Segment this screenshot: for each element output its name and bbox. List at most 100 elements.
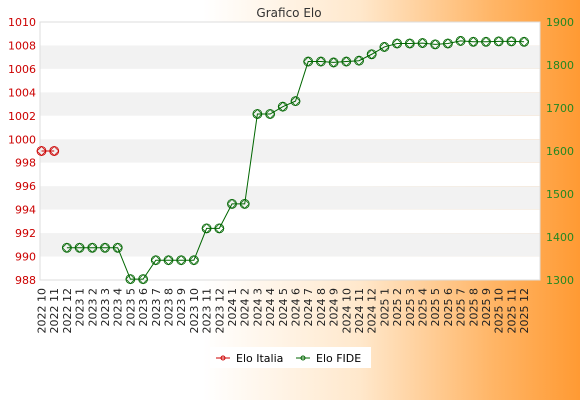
- y-left-tick-label: 1002: [8, 110, 36, 123]
- y-left-tick-label: 988: [15, 274, 36, 287]
- series-point: [201, 223, 212, 234]
- x-tick-label: 2023 8: [163, 288, 176, 327]
- x-tick-label: 2024 1: [226, 288, 239, 327]
- series-point: [290, 96, 301, 107]
- legend-label: Elo FIDE: [316, 352, 361, 365]
- series-point: [188, 255, 199, 266]
- series-point: [36, 146, 47, 156]
- legend-marker: [300, 355, 306, 361]
- y-left-tick-label: 998: [15, 157, 36, 170]
- series-point: [493, 36, 504, 47]
- x-tick-label: 2023 11: [201, 288, 214, 334]
- series-line: [66, 40, 525, 280]
- legend: Elo Italia Elo FIDE: [210, 347, 371, 368]
- legend-marker: [220, 355, 226, 361]
- x-tick-label: 2023 9: [175, 288, 188, 327]
- chart-title: Grafico Elo: [256, 6, 321, 20]
- series-point: [277, 101, 288, 112]
- x-tick-label: 2025 12: [518, 288, 531, 334]
- series-point: [468, 36, 479, 47]
- x-tick-label: 2024 11: [353, 288, 366, 334]
- series-point: [265, 109, 276, 119]
- x-tick-label: 2023 3: [99, 288, 112, 327]
- plot-frame: [39, 21, 541, 281]
- grid-band: [40, 92, 540, 116]
- right-axis: 1300 1400 1500 1600 1700 1800 1900: [546, 16, 574, 287]
- y-left-tick-label: 1010: [8, 16, 36, 29]
- x-tick-label: 2024 7: [302, 288, 315, 327]
- series-point: [176, 255, 187, 266]
- x-tick-label: 2024 12: [366, 288, 379, 334]
- series-point: [163, 255, 174, 266]
- series-point: [100, 242, 110, 253]
- x-tick-label: 2023 4: [112, 288, 125, 327]
- series-point: [455, 36, 466, 46]
- series-group: [36, 35, 530, 285]
- grid-band: [40, 186, 540, 210]
- y-left-tick-label: 994: [15, 204, 36, 217]
- grid-band: [40, 68, 540, 93]
- series-point: [519, 36, 529, 47]
- grid-band: [40, 233, 540, 257]
- x-tick-label: 2024 5: [277, 288, 290, 327]
- series-point: [138, 274, 149, 285]
- y-right-tick-label: 1700: [546, 102, 574, 115]
- series-point: [239, 198, 250, 209]
- x-tick-label: 2025 1: [378, 288, 391, 327]
- legend-box: [210, 347, 371, 368]
- x-tick-label: 2025 11: [505, 288, 518, 334]
- x-tick-label: 2025 3: [404, 288, 417, 327]
- x-tick-label: 2024 8: [315, 288, 328, 327]
- x-tick-label: 2024 10: [340, 288, 353, 334]
- grid-band: [40, 139, 540, 163]
- grid-band: [40, 22, 540, 46]
- x-tick-label: 2022 11: [48, 288, 61, 334]
- x-tick-label: 2023 10: [188, 288, 201, 334]
- grid-band: [40, 256, 540, 280]
- series-point: [74, 242, 85, 253]
- series-point: [354, 55, 364, 66]
- x-tick-label: 2025 4: [417, 288, 430, 327]
- x-tick-label: 2025 2: [391, 288, 404, 327]
- y-right-tick-label: 1300: [546, 274, 574, 287]
- series-point: [379, 42, 390, 52]
- series-point: [62, 242, 72, 253]
- series-point: [303, 56, 314, 67]
- plot-bands: [39, 21, 541, 281]
- series-point: [227, 198, 237, 209]
- y-left-tick-label: 1008: [8, 39, 36, 52]
- x-tick-label: 2025 7: [455, 288, 468, 327]
- series-point: [341, 56, 352, 67]
- series-point: [430, 39, 441, 50]
- series-point: [404, 38, 415, 49]
- y-left-tick-label: 996: [15, 180, 36, 193]
- series-point: [112, 242, 123, 253]
- x-tick-label: 2022 12: [61, 288, 74, 334]
- y-right-tick-label: 1800: [546, 59, 574, 72]
- x-tick-label: 2024 3: [251, 288, 264, 327]
- grid-band: [40, 45, 540, 69]
- series-point: [125, 274, 136, 285]
- y-right-tick-label: 1500: [546, 188, 574, 201]
- y-right-tick-label: 1400: [546, 231, 574, 244]
- x-tick-label: 2025 5: [429, 288, 442, 327]
- x-tick-label: 2023 2: [86, 288, 99, 327]
- x-tick-label: 2025 8: [467, 288, 480, 327]
- x-tick-label: 2024 4: [264, 288, 277, 327]
- x-tick-label: 2022 10: [36, 288, 49, 334]
- series-point: [150, 255, 161, 266]
- x-tick-label: 2024 9: [328, 288, 341, 327]
- x-tick-label: 2024 2: [239, 288, 252, 327]
- grid-band: [40, 162, 540, 187]
- y-left-tick-label: 990: [15, 251, 36, 264]
- series-point: [506, 36, 517, 47]
- series-point: [328, 57, 339, 68]
- x-tick-label: 2023 7: [150, 288, 163, 327]
- left-axis: 988 990 992 994 996 998 1000 1002 1004 1006 1008 10…: [8, 16, 36, 287]
- x-tick-label: 2023 5: [124, 288, 137, 327]
- y-right-tick-label: 1600: [546, 145, 574, 158]
- y-left-tick-label: 992: [15, 227, 36, 240]
